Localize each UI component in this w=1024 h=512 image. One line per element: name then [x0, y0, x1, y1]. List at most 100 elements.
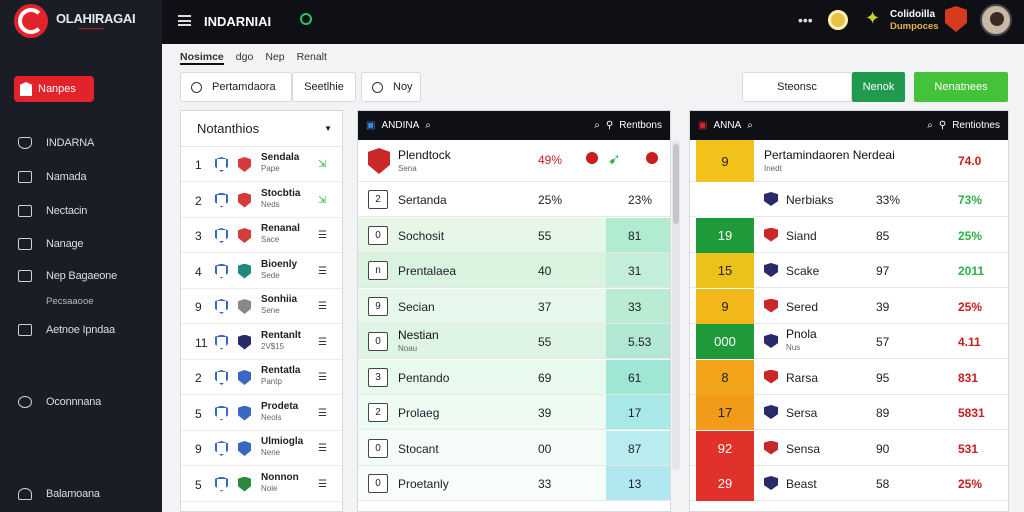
table-row[interactable]: 9 Secian 37 33	[358, 288, 670, 324]
trend-icon[interactable]: ☰	[318, 230, 327, 241]
trend-icon[interactable]: ☰	[318, 372, 327, 383]
table-row[interactable]: 2 Sertanda 25% 23%	[358, 182, 670, 217]
sidebar-item-label: Nanage	[46, 238, 84, 250]
list-item[interactable]: 9 Sonhiia Sene ☰	[181, 289, 344, 324]
trend-icon[interactable]: ☰	[318, 407, 327, 419]
table-row[interactable]: 0 Proetanly 33 13	[358, 466, 670, 501]
table-row[interactable]: 9 Sered 39 25%	[690, 288, 1008, 324]
sidebar-item-6[interactable]: Aetnoe Ipndaa	[18, 324, 115, 336]
filter-select[interactable]: Seetlhie	[292, 72, 356, 102]
row-checkbox[interactable]: n	[368, 261, 388, 280]
team-crest-icon	[764, 192, 778, 206]
list-item[interactable]: 2 Rentatla Pantp ☰	[181, 360, 344, 395]
table-row[interactable]: 000 Pnola Nus 57 4.11	[690, 324, 1008, 359]
trend-icon[interactable]: ⇲	[318, 194, 327, 206]
table-row[interactable]: 0 Sochosit 55 81	[358, 217, 670, 253]
search-icon[interactable]: ⌕	[594, 120, 600, 131]
row-checkbox[interactable]: 0	[368, 332, 388, 351]
table-row[interactable]: 9 Pertamindaoren Nerdeai Inedt 74.0	[690, 140, 1008, 182]
player-icon[interactable]: ✦	[865, 8, 881, 28]
row-checkbox[interactable]: 9	[368, 296, 388, 316]
list-item[interactable]: 1 Sendala Pape ⇲	[181, 147, 344, 182]
team-list-header[interactable]: Notanthios ▼	[181, 111, 342, 147]
sidebar-item-2[interactable]: Namada	[18, 171, 87, 183]
trend-icon[interactable]: ☰	[318, 443, 327, 454]
list-icon	[18, 238, 32, 250]
table-row[interactable]: n Prentalaea 40 31	[358, 253, 670, 288]
menu-icon[interactable]	[178, 15, 191, 26]
table-row[interactable]: 8 Rarsa 95 831	[690, 359, 1008, 395]
avatar[interactable]	[980, 4, 1012, 36]
mid-table-right-label[interactable]: Rentbons	[619, 120, 662, 131]
search-icon[interactable]: ⌕	[425, 120, 431, 131]
row-checkbox[interactable]: 0	[368, 225, 388, 245]
list-item[interactable]: 4 Bioenly Sede ☰	[181, 254, 344, 289]
team-title: Rentatla	[261, 365, 301, 376]
table-row[interactable]: 17 Sersa 89 5831	[690, 395, 1008, 430]
sidebar-subitem[interactable]: Pecsaaooe	[46, 296, 94, 307]
tab-1[interactable]: Nosimce	[180, 51, 224, 65]
brand-subtitle: ▪▪▪▪▪▪▪▪▪▪▪▪▪▪▪▪	[78, 26, 104, 31]
list-item[interactable]: 2 Stocbtia Neds ⇲	[181, 183, 344, 218]
search-input[interactable]: Pertamdaora	[180, 72, 292, 102]
search-icon[interactable]: ⌕	[927, 120, 933, 131]
right-input[interactable]: Steonsc	[742, 72, 852, 102]
circle-icon	[372, 81, 383, 93]
toggle-filter[interactable]: Noy	[361, 72, 421, 102]
brand-logo[interactable]	[14, 4, 48, 38]
right-table-right-label[interactable]: Rentiotnes	[952, 120, 1000, 131]
tab-2[interactable]: dgo	[235, 51, 254, 63]
filter-icon[interactable]: ⚲	[938, 120, 947, 131]
sidebar-item-4[interactable]: Nanage	[18, 238, 84, 250]
trend-icon[interactable]: ☰	[318, 301, 327, 312]
trend-icon[interactable]: ☰	[318, 265, 327, 277]
club-crest-icon[interactable]	[945, 6, 967, 32]
caret-down-icon[interactable]: ▼	[324, 124, 332, 133]
row-checkbox[interactable]: 2	[368, 403, 388, 422]
row-checkbox[interactable]: 0	[368, 474, 388, 493]
list-item[interactable]: 9 Ulmiogla Nene ☰	[181, 431, 344, 466]
table-row[interactable]: 92 Sensa 90 531	[690, 430, 1008, 466]
search-icon[interactable]: ⌕	[747, 120, 753, 131]
row-value-2: 5831	[958, 406, 985, 420]
tab-4[interactable]: Renalt	[296, 51, 327, 63]
trend-icon[interactable]: ☰	[318, 336, 327, 348]
sidebar-item-5[interactable]: Nep Bagaeone	[18, 270, 117, 282]
secondary-button[interactable]: Nenatnees	[914, 72, 1008, 102]
search-icon[interactable]	[300, 13, 312, 25]
primary-button[interactable]: Nenok	[852, 72, 905, 102]
table-row[interactable]: 15 Scake 97 2011	[690, 253, 1008, 288]
row-checkbox[interactable]: 2	[368, 190, 388, 209]
rank-number: 1	[195, 158, 202, 172]
account-info[interactable]: Colidoilla Dumpoces	[890, 9, 939, 33]
table-row[interactable]: 0 Nestian Noau 55 5.53	[358, 324, 670, 359]
table-row[interactable]: 29 Beast 58 25%	[690, 466, 1008, 501]
sidebar-item-3[interactable]: Nectacin	[18, 205, 87, 217]
row-checkbox[interactable]: 0	[368, 438, 388, 458]
tab-3[interactable]: Nep	[265, 51, 285, 63]
trend-icon[interactable]: ⇲	[318, 159, 327, 170]
table-row[interactable]: Plendtock Sena 49% ➹	[358, 140, 670, 182]
table-row[interactable]: 2 Prolaeg 39 17	[358, 395, 670, 430]
mid-scrollbar[interactable]	[672, 140, 680, 470]
list-item[interactable]: 5 Prodeta Neols ☰	[181, 396, 344, 431]
list-item[interactable]: 5 Nonnon Nole ☰	[181, 467, 344, 502]
user-icon	[18, 488, 32, 500]
trend-icon[interactable]: ☰	[318, 478, 327, 490]
sidebar-badge-button[interactable]: Nanpes	[14, 76, 94, 102]
list-item[interactable]: 11 Rentanlt 2V$15 ☰	[181, 325, 344, 360]
list-item[interactable]: 3 Renanal Sace ☰	[181, 218, 344, 253]
sidebar-item-8[interactable]: Balamoana	[18, 488, 100, 500]
sidebar-item-label: Oconnnana	[46, 396, 102, 408]
sidebar-item-1[interactable]: INDARNA	[18, 137, 94, 149]
more-icon[interactable]: •••	[798, 12, 813, 28]
table-row[interactable]: 19 Siand 85 25%	[690, 217, 1008, 253]
table-row[interactable]: 0 Stocant 00 87	[358, 430, 670, 466]
coin-icon[interactable]	[828, 10, 848, 30]
table-row[interactable]: Nerbiaks 33% 73%	[690, 182, 1008, 217]
logo-icon: ▣	[698, 120, 708, 131]
sidebar-item-7[interactable]: Oconnnana	[18, 396, 101, 408]
filter-icon[interactable]: ⚲	[605, 120, 614, 131]
table-row[interactable]: 3 Pentando 69 61	[358, 359, 670, 395]
row-checkbox[interactable]: 3	[368, 367, 388, 387]
